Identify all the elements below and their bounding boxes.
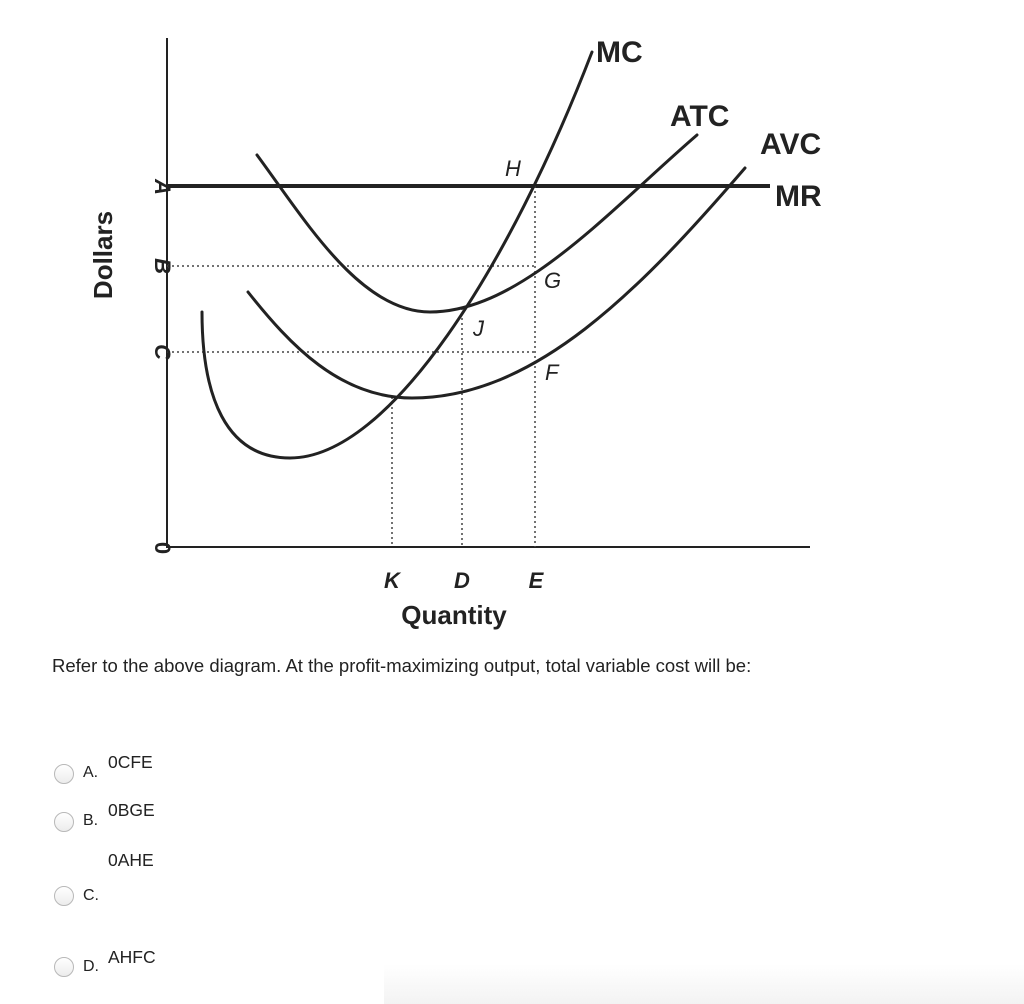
avc-curve — [246, 166, 747, 400]
point-j-label: J — [472, 316, 485, 341]
radio-option-b[interactable] — [54, 812, 74, 832]
price-a-label: A — [150, 178, 175, 195]
option-a-letter: A. — [83, 764, 99, 781]
price-b-label: B — [150, 258, 175, 274]
option-b[interactable]: B. 0BGE — [54, 800, 354, 846]
quantity-d-label: D — [454, 568, 470, 593]
radio-option-a[interactable] — [54, 764, 74, 784]
avc-label: AVC — [760, 128, 821, 161]
mc-curve — [200, 50, 594, 460]
option-b-letter: B. — [83, 812, 99, 829]
point-f-label: F — [545, 360, 560, 385]
option-a-text: 0CFE — [108, 752, 153, 772]
origin-label: 0 — [150, 542, 175, 554]
option-b-text: 0BGE — [108, 800, 155, 820]
y-axis-title: Dollars — [88, 211, 118, 299]
option-d[interactable]: D. AHFC — [54, 947, 354, 993]
mc-label: MC — [596, 36, 643, 69]
option-c-letter: C. — [83, 887, 99, 904]
quantity-e-label: E — [529, 568, 545, 593]
price-c-label: C — [150, 344, 175, 361]
question-text: Refer to the above diagram. At the profi… — [52, 655, 752, 676]
guide-lines — [167, 186, 536, 547]
radio-option-c[interactable] — [54, 886, 74, 906]
x-axis-title: Quantity — [401, 600, 507, 630]
mr-label: MR — [775, 180, 822, 213]
radio-option-d[interactable] — [54, 957, 74, 977]
atc-label: ATC — [670, 100, 729, 133]
point-h-label: H — [505, 156, 521, 181]
quantity-k-label: K — [384, 568, 402, 593]
atc-curve — [255, 133, 699, 314]
option-c-text: 0AHE — [108, 850, 154, 870]
option-d-letter: D. — [83, 958, 99, 975]
option-a[interactable]: A. 0CFE — [54, 752, 354, 798]
option-d-text: AHFC — [108, 947, 156, 967]
page-bottom-shadow — [384, 964, 1024, 1004]
point-g-label: G — [544, 268, 561, 293]
cost-curves-diagram: MC ATC AVC MR H G J F A B C 0 Dollars K … — [88, 36, 822, 630]
option-c[interactable]: C. 0AHE — [54, 850, 354, 906]
